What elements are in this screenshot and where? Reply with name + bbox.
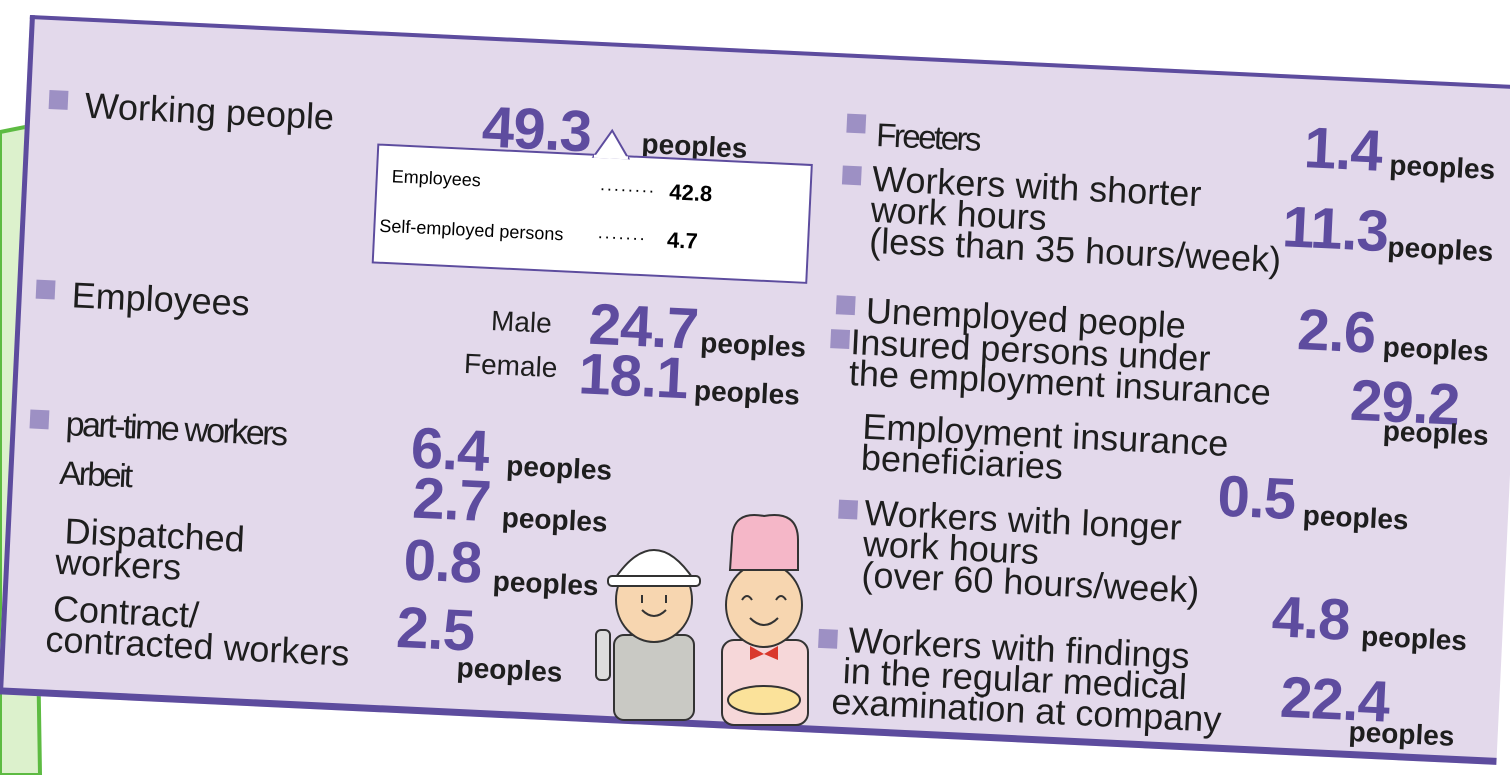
callout: Employees ········ 42.8 Self-employed pe… (372, 144, 813, 284)
unit: peoples (506, 452, 613, 485)
unit: peoples (1382, 333, 1489, 366)
label-line: Freeters (876, 119, 980, 155)
breakdown-value: 4.7 (666, 227, 698, 254)
leader: ······· (597, 226, 647, 249)
bullet (30, 409, 50, 429)
bullet (842, 165, 862, 185)
breakdown-label: Self-employed persons (379, 216, 564, 246)
value: 11.3 (1281, 198, 1389, 261)
label: Arbeit (59, 457, 132, 491)
value: 2.7 (411, 470, 491, 532)
bullet (49, 90, 69, 110)
row-label: Male (490, 305, 552, 339)
unit: peoples (1389, 151, 1496, 184)
unit: peoples (693, 377, 800, 410)
label: Freeters (876, 119, 980, 155)
label: Contract/contracted workers (45, 592, 352, 668)
label-line: contracted workers (45, 623, 350, 668)
unit: peoples (456, 654, 563, 687)
unit: peoples (1348, 718, 1455, 751)
illustration (592, 500, 832, 730)
bullet (838, 500, 858, 520)
callout-pointer (591, 128, 632, 160)
label: Employees (71, 279, 250, 318)
worker (596, 550, 700, 720)
cook (722, 515, 808, 725)
bullet (846, 114, 866, 134)
page: Working people 49.3 peoples Employees ··… (0, 0, 1510, 775)
value: 0.8 (402, 531, 482, 593)
bullet (830, 329, 850, 349)
bullet (836, 295, 856, 315)
value: 0.5 (1216, 468, 1296, 530)
bullet (36, 280, 56, 300)
unit: peoples (1382, 417, 1489, 450)
unit: peoples (1361, 622, 1468, 655)
unit: peoples (1387, 233, 1494, 266)
value: 18.1 (577, 345, 689, 408)
unit: peoples (1302, 502, 1409, 535)
label: part-time workers (65, 409, 286, 450)
label: Working people (84, 90, 335, 133)
value: 2.6 (1296, 301, 1376, 363)
breakdown-value: 42.8 (669, 179, 713, 207)
label-line: Arbeit (59, 457, 132, 491)
value: 4.8 (1271, 588, 1351, 650)
breakdown-label: Employees (391, 166, 481, 191)
row-label: Female (463, 348, 558, 383)
unit: peoples (700, 329, 807, 362)
unit: peoples (492, 567, 599, 600)
leader: ········ (599, 178, 656, 202)
value: 1.4 (1303, 119, 1383, 181)
